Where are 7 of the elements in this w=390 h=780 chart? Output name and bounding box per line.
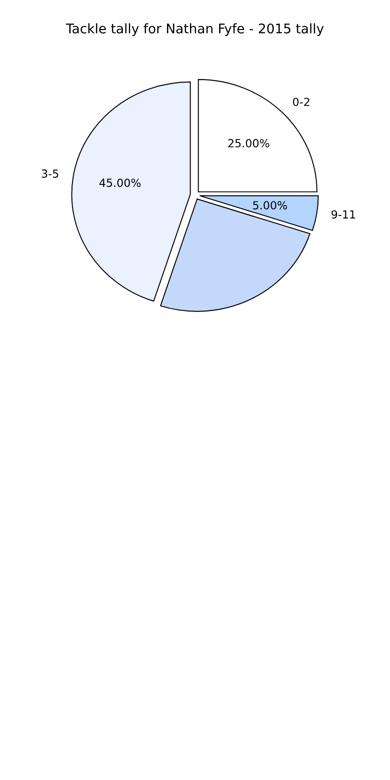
slice-label: 9-11 bbox=[332, 210, 356, 219]
slice-label: 0-2 bbox=[292, 98, 310, 106]
data-label: 45.00% bbox=[99, 178, 141, 187]
chart-title: Tackle tally for Nathan Fyfe - 2015 tally bbox=[66, 23, 324, 36]
data-label: 25.00% bbox=[228, 138, 270, 148]
slice-label: 3-5 bbox=[42, 169, 58, 178]
data-label: 5.00% bbox=[253, 201, 287, 210]
